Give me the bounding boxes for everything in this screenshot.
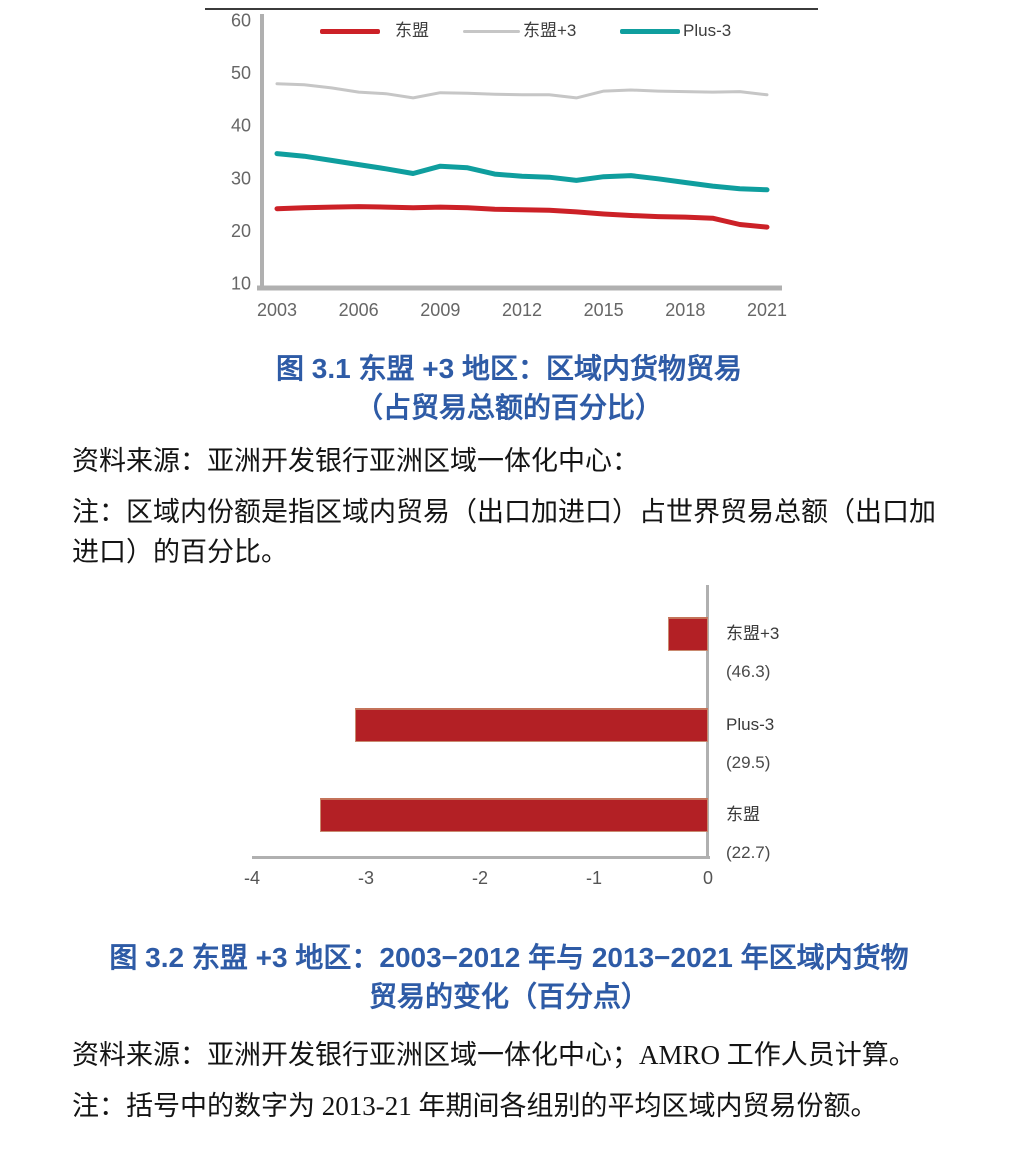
y-axis-tick-label: 40 — [231, 116, 251, 136]
figure-3-2-note: 注：括号中的数字为 2013-21 年期间各组别的平均区域内贸易份额。 — [72, 1091, 878, 1121]
y-axis-tick-label: 50 — [231, 63, 251, 83]
legend-swatch-plus-3 — [620, 29, 680, 34]
bar-x-axis-tick-label: 0 — [702, 868, 714, 888]
x-axis-tick-label: 2009 — [420, 300, 460, 320]
y-axis-tick-label: 10 — [231, 273, 251, 293]
bar-plus-3 — [354, 708, 708, 742]
x-axis-tick-label: 2006 — [339, 300, 379, 320]
bar-chart: 东盟+3 (46.3) Plus-3 (29.5) 东盟 (22.7) -4 -3 -2 -1 0 — [0, 580, 1018, 915]
legend-swatch-asean — [320, 29, 380, 34]
x-axis-tick-label: 2021 — [747, 300, 787, 320]
y-axis-tick-label: 30 — [231, 168, 251, 188]
line-series-asean — [274, 204, 770, 230]
figure-3-2-title-line1: 图 3.2 东盟 +3 地区：2003−2012 年与 2013−2021 年区… — [109, 942, 909, 973]
x-axis-tick-label: 2012 — [502, 300, 542, 320]
figure-top-rule — [205, 8, 818, 10]
figure-3-1-title-line1: 图 3.1 东盟 +3 地区：区域内货物贸易 — [276, 353, 742, 384]
y-axis-tick-label: 60 — [231, 11, 251, 31]
bar-x-axis-tick-label: -2 — [471, 868, 489, 888]
line-series-plus-3 — [274, 151, 770, 193]
legend-label-asean: 东盟 — [395, 21, 429, 40]
bar-asean-plus-3 — [668, 617, 708, 651]
figure-3-2-title-line2: 贸易的变化（百分点） — [368, 981, 649, 1012]
bar-category-label-asean: 东盟 — [726, 805, 760, 824]
bar-x-axis-tick-label: -4 — [243, 868, 261, 888]
figure-3-2-title: 图 3.2 东盟 +3 地区：2003−2012 年与 2013−2021 年区… — [0, 938, 1018, 1016]
bar-average-share-plus-3: (29.5) — [726, 753, 771, 772]
x-axis-tick-label: 2015 — [584, 300, 624, 320]
line-series-asean-plus-3 — [275, 82, 769, 100]
legend-label-asean-plus-3: 东盟+3 — [523, 21, 577, 40]
figure-3-2-source: 资料来源：亚洲开发银行亚洲区域一体化中心；AMRO 工作人员计算。 — [72, 1040, 916, 1070]
y-axis-tick-label: 20 — [231, 221, 251, 241]
bar-category-label-asean-plus-3: 东盟+3 — [726, 624, 780, 643]
legend-swatch-asean-plus-3 — [463, 30, 520, 33]
bar-category-label-plus-3: Plus-3 — [726, 715, 775, 734]
bar-x-axis-tick-label: -1 — [585, 868, 603, 888]
figure-3-1-note: 注：区域内份额是指区域内贸易（出口加进口）占世界贸易总额（出口加进口）的百分比。 — [72, 497, 936, 567]
bar-average-share-asean-plus-3: (46.3) — [726, 662, 771, 681]
figure-3-1-source: 资料来源：亚洲开发银行亚洲区域一体化中心： — [72, 446, 639, 476]
figure-3-1-title-line2: （占贸易总额的百分比） — [354, 392, 663, 423]
legend-label-plus-3: Plus-3 — [683, 21, 732, 40]
line-chart: 60 50 40 30 20 10 2003 2006 2009 2012 2015 2018 2021 — [231, 11, 787, 320]
bar-average-share-asean: (22.7) — [726, 843, 771, 862]
bar-x-axis-tick-label: -3 — [357, 868, 375, 888]
x-axis-tick-label: 2018 — [665, 300, 705, 320]
figure-3-1-title: 图 3.1 东盟 +3 地区：区域内货物贸易 （占贸易总额的百分比） — [0, 349, 1018, 427]
bar-x-axis-line — [252, 856, 710, 859]
bar-asean — [320, 798, 708, 832]
x-axis-tick-label: 2003 — [257, 300, 297, 320]
